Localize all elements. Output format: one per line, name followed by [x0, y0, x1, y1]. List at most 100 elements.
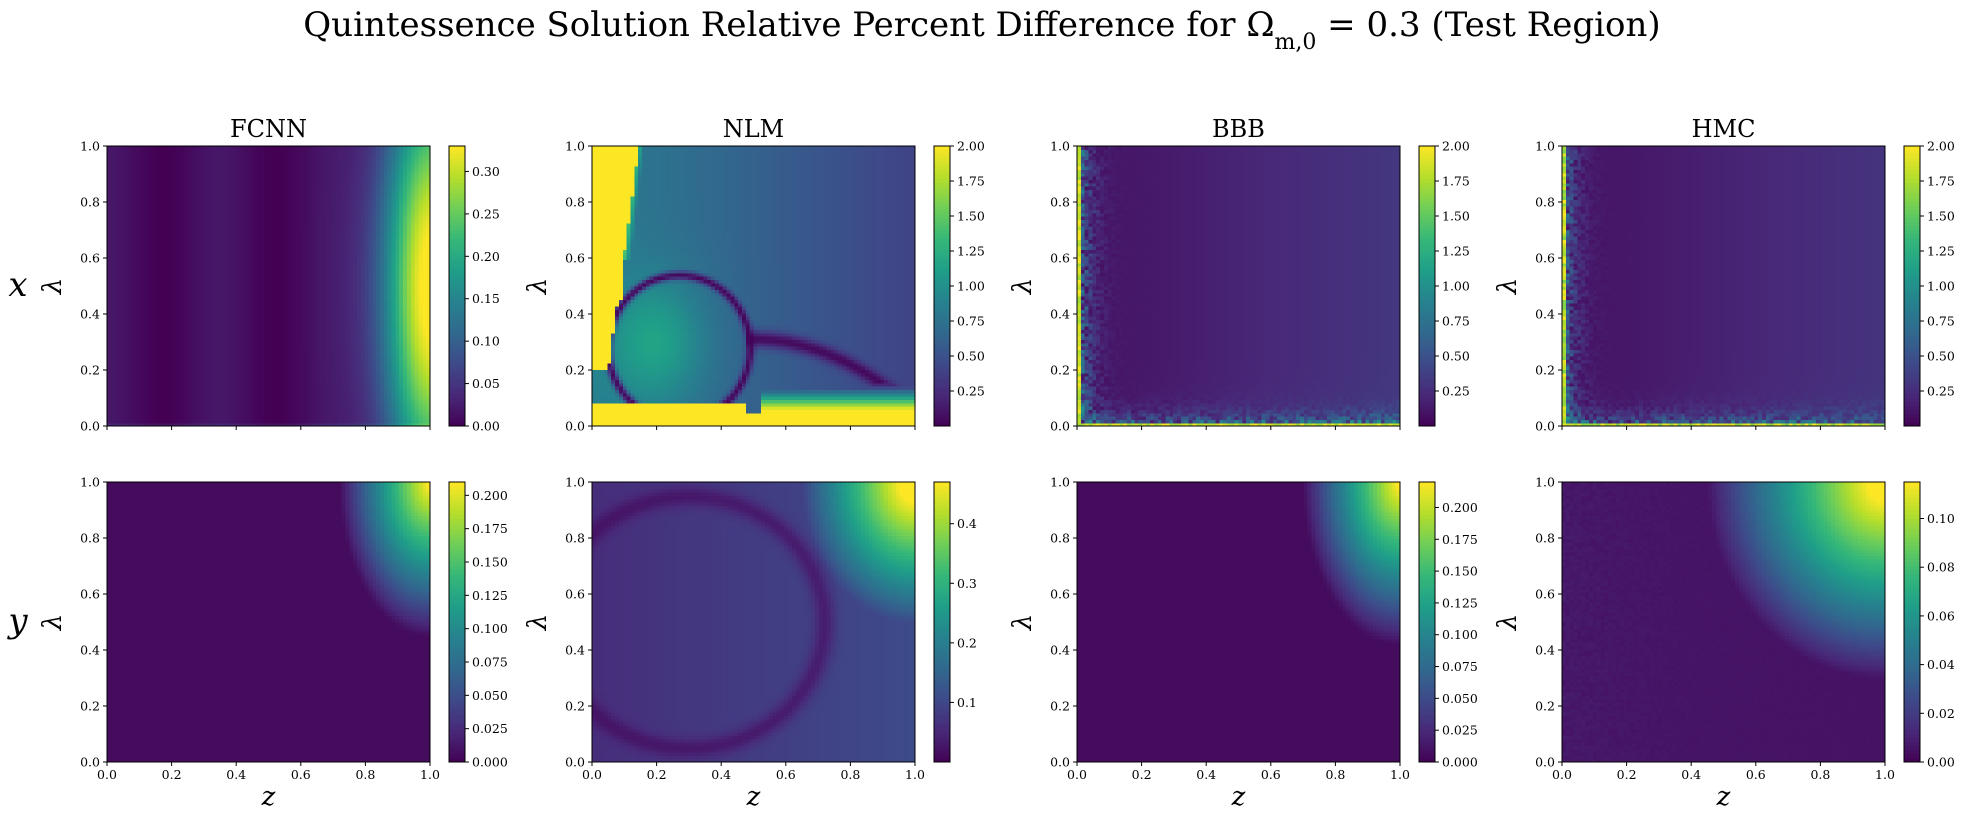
- colorbar-tick-label: 0.100: [1442, 627, 1478, 642]
- y-tick-label: 1.0: [80, 139, 100, 154]
- x-axis-label: z: [746, 782, 761, 812]
- heatmap-cells: [1562, 146, 1886, 427]
- colorbar-tick-label: 0.000: [472, 755, 508, 770]
- colorbar-tick-label: 0.75: [957, 314, 985, 329]
- y-tick-label: 1.0: [1535, 139, 1555, 154]
- colorbar-tick-label: 1.75: [1927, 174, 1955, 189]
- colorbar-tick-label: 0.175: [472, 521, 508, 536]
- colorbar-tick-label: 0.25: [1927, 384, 1955, 399]
- colorbar-tick-label: 0.04: [1927, 657, 1955, 672]
- x-tick-label: 0.0: [1552, 767, 1572, 782]
- colorbar-tick-label: 0.125: [472, 588, 508, 603]
- y-tick-label: 0.4: [565, 307, 585, 322]
- colorbar-tick-label: 0.200: [472, 488, 508, 503]
- y-tick-label: 0.8: [565, 195, 585, 210]
- heatmap-cells: [1077, 146, 1401, 427]
- y-tick-label: 0.2: [1535, 363, 1555, 378]
- y-tick-label: 0.2: [80, 363, 100, 378]
- row-label-y: y: [6, 601, 28, 641]
- heatmap-panel-x-fcnn: FCNN0.00.20.40.60.81.0λ0.000.050.100.150…: [38, 115, 500, 434]
- y-tick-label: 0.2: [565, 699, 585, 714]
- x-tick-label: 0.6: [1746, 767, 1766, 782]
- colorbar-tick-label: 2.00: [1442, 139, 1470, 154]
- y-tick-label: 1.0: [565, 139, 585, 154]
- y-tick-label: 1.0: [1535, 475, 1555, 490]
- y-tick-label: 0.8: [1535, 531, 1555, 546]
- colorbar-tick-label: 0.00: [472, 419, 500, 434]
- y-tick-label: 0.0: [565, 419, 585, 434]
- row-label-x: x: [8, 265, 27, 305]
- x-tick-label: 0.8: [355, 767, 375, 782]
- y-tick-label: 1.0: [80, 475, 100, 490]
- colorbar-tick-label: 1.00: [1927, 279, 1955, 294]
- x-axis-label: z: [1231, 782, 1246, 812]
- colorbar-tick-label: 0.10: [1927, 511, 1955, 526]
- colorbar-tick-label: 0.050: [472, 688, 508, 703]
- y-tick-label: 0.6: [1535, 587, 1555, 602]
- y-tick-label: 0.8: [1050, 531, 1070, 546]
- colorbar-tick-label: 1.75: [957, 174, 985, 189]
- y-tick-label: 0.6: [565, 251, 585, 266]
- x-tick-label: 0.2: [1617, 767, 1637, 782]
- x-axis-label: z: [1716, 782, 1731, 812]
- colorbar-tick-label: 0.025: [472, 721, 508, 736]
- colorbar: [449, 146, 465, 427]
- heatmap-panel-x-hmc: HMC0.00.20.40.60.81.0λ0.250.500.751.001.…: [1493, 115, 1955, 434]
- colorbar: [1419, 482, 1435, 763]
- x-tick-label: 0.2: [647, 767, 667, 782]
- x-axis-label: z: [261, 782, 276, 812]
- heatmap-panel-y-fcnn: 0.00.20.40.60.81.00.0 0.2 0.4 0.6 0.8 1.0λz0.…: [38, 475, 508, 813]
- y-tick-label: 0.6: [80, 251, 100, 266]
- colorbar-tick-label: 0.25: [957, 384, 985, 399]
- colorbar-tick-label: 2.00: [1927, 139, 1955, 154]
- x-tick-label: 0.0: [582, 767, 602, 782]
- x-tick-label: 0.6: [1261, 767, 1281, 782]
- y-tick-label: 0.6: [565, 587, 585, 602]
- y-axis-label: λ: [523, 614, 553, 631]
- y-axis-label: λ: [38, 614, 68, 631]
- x-tick-label: 1.0: [420, 767, 440, 782]
- y-tick-label: 1.0: [565, 475, 585, 490]
- y-axis-label: λ: [523, 278, 553, 295]
- x-tick-label: 0.0: [97, 767, 117, 782]
- x-tick-label: 0.4: [1681, 767, 1701, 782]
- x-tick-label: 0.6: [291, 767, 311, 782]
- x-tick-label: 1.0: [1390, 767, 1410, 782]
- x-tick-label: 0.4: [711, 767, 731, 782]
- y-axis-label: λ: [1008, 614, 1038, 631]
- heatmap-panel-x-nlm: NLM0.00.20.40.60.81.0λ0.250.500.751.001.…: [523, 115, 985, 434]
- heatmap-panel-y-nlm: 0.00.20.40.60.81.00.0 0.2 0.4 0.6 0.8 1.0λz0.…: [523, 475, 977, 813]
- y-tick-label: 0.8: [80, 195, 100, 210]
- colorbar-tick-label: 0.50: [957, 349, 985, 364]
- y-axis-label: λ: [1008, 278, 1038, 295]
- colorbar: [1904, 146, 1920, 427]
- colorbar-tick-label: 0.000: [1442, 755, 1478, 770]
- y-tick-label: 0.4: [1050, 307, 1070, 322]
- colorbar-tick-label: 1.00: [1442, 279, 1470, 294]
- colorbar-tick-label: 1.25: [1927, 244, 1955, 259]
- x-tick-label: 0.2: [1132, 767, 1152, 782]
- x-tick-label: 0.0: [1067, 767, 1087, 782]
- colorbar-tick-label: 0.50: [1442, 349, 1470, 364]
- colorbar-tick-label: 0.200: [1442, 500, 1478, 515]
- y-tick-label: 0.0: [80, 419, 100, 434]
- y-tick-label: 0.0: [1535, 419, 1555, 434]
- y-tick-label: 1.0: [1050, 475, 1070, 490]
- panel-title: FCNN: [230, 115, 307, 143]
- x-tick-label: 0.4: [1196, 767, 1216, 782]
- colorbar: [934, 146, 950, 427]
- heatmap-cells: [107, 482, 431, 763]
- panel-title: BBB: [1212, 115, 1265, 143]
- colorbar-tick-label: 0.100: [472, 621, 508, 636]
- heatmap-cells: [107, 146, 431, 427]
- x-tick-label: 1.0: [1875, 767, 1895, 782]
- y-tick-label: 0.4: [1535, 307, 1555, 322]
- colorbar-tick-label: 0.30: [472, 164, 500, 179]
- x-tick-label: 0.8: [840, 767, 860, 782]
- y-tick-label: 0.8: [1535, 195, 1555, 210]
- x-tick-label: 1.0: [905, 767, 925, 782]
- heatmap-cells: [592, 146, 916, 427]
- y-tick-label: 0.8: [1050, 195, 1070, 210]
- y-axis-label: λ: [1493, 614, 1523, 631]
